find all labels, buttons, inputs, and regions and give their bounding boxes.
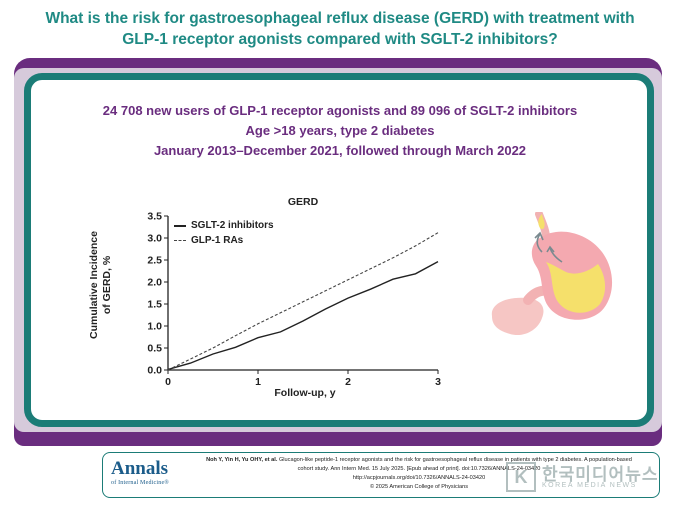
citation-footer: Annals of Internal Medicine® Noh Y, Yin … — [102, 452, 660, 498]
series-line-glp1 — [167, 232, 439, 371]
intestine-shape — [491, 297, 544, 336]
reflux-arrow-upper-head — [534, 231, 544, 241]
chart-legend: SGLT-2 inhibitors GLP-1 RAs — [174, 218, 274, 248]
reflux-arrow-upper — [536, 233, 543, 253]
legend-label-glp1: GLP-1 RAs — [191, 235, 244, 246]
series-line-sglt2 — [167, 260, 439, 371]
legend-solid-line — [174, 224, 186, 227]
copyright: © 2025 American College of Physicians — [369, 484, 469, 490]
y-tick-label-1: 0.5 — [147, 343, 162, 355]
reflux-flame — [538, 214, 545, 230]
y-tick-label-6: 3.0 — [147, 233, 162, 245]
y-tick-label-7: 3.5 — [147, 211, 162, 223]
y-tick-label-5: 2.5 — [147, 255, 162, 267]
watermark-text: 한국미디어뉴스 — [542, 465, 659, 484]
reflux-arrow-lower — [549, 247, 563, 263]
x-tick-label-0: 0 — [165, 376, 171, 386]
watermark-logo: K — [506, 462, 536, 492]
x-tick-label-1: 1 — [255, 376, 261, 386]
x-tick-label-2: 2 — [345, 376, 351, 386]
page-title: What is the risk for gastroesophageal re… — [0, 8, 680, 50]
page-title-line-1: What is the risk for gastroesophageal re… — [45, 10, 635, 27]
legend-label-sglt2: SGLT-2 inhibitors — [191, 220, 274, 231]
stomach-acid — [546, 262, 606, 313]
page-title-line-2: GLP-1 receptor agonists compared with SG… — [122, 31, 558, 48]
citation-authors: Noh Y, Yin H, Yu OHY, et al. — [206, 457, 278, 463]
study-period-line: January 2013–December 2021, followed thr… — [153, 143, 527, 158]
annals-logo: Annals — [111, 458, 169, 479]
citation-text: Noh Y, Yin H, Yu OHY, et al. Glucagon-li… — [199, 456, 639, 492]
watermark-subtext: KOREA MEDIA NEWS — [542, 482, 637, 489]
y-tick-label-3: 1.5 — [147, 299, 162, 311]
citation-details: Glucagon-like peptide-1 receptor agonist… — [278, 457, 632, 472]
x-axis-label: Follow-up, y — [274, 387, 336, 399]
legend-item-glp1: GLP-1 RAs — [174, 233, 274, 248]
citation-line: Noh Y, Yin H, Yu OHY, et al. Glucagon-li… — [199, 456, 639, 474]
stomach-reflux-icon — [491, 212, 613, 336]
study-criteria-line: Age >18 years, type 2 diabetes — [245, 123, 435, 138]
y-tick-label-4: 2.0 — [147, 277, 162, 289]
legend-item-sglt2: SGLT-2 inhibitors — [174, 218, 274, 233]
annals-logo-subtitle: of Internal Medicine® — [111, 480, 170, 486]
legend-dashed-line — [174, 240, 186, 241]
y-axis-label: Cumulative Incidence of GERD, % — [88, 231, 113, 339]
y-tick-label-2: 1.0 — [147, 321, 162, 333]
citation-url[interactable]: http://acpjournals.org/doi/10.7326/ANNAL… — [352, 475, 486, 481]
chart-title: GERD — [287, 196, 319, 208]
gerd-incidence-chart: 0.0 0.5 1.0 1.5 2.0 2.5 3.0 3.5 0 1 2 3 — [147, 211, 441, 387]
x-tick-label-3: 3 — [435, 376, 441, 386]
reflux-arrow-lower-head — [546, 245, 555, 253]
watermark: K 한국미디어뉴스 KOREA MEDIA NEWS — [506, 458, 676, 498]
study-population-line: 24 708 new users of GLP-1 receptor agoni… — [102, 103, 578, 118]
y-tick-label-0: 0.0 — [147, 365, 162, 377]
